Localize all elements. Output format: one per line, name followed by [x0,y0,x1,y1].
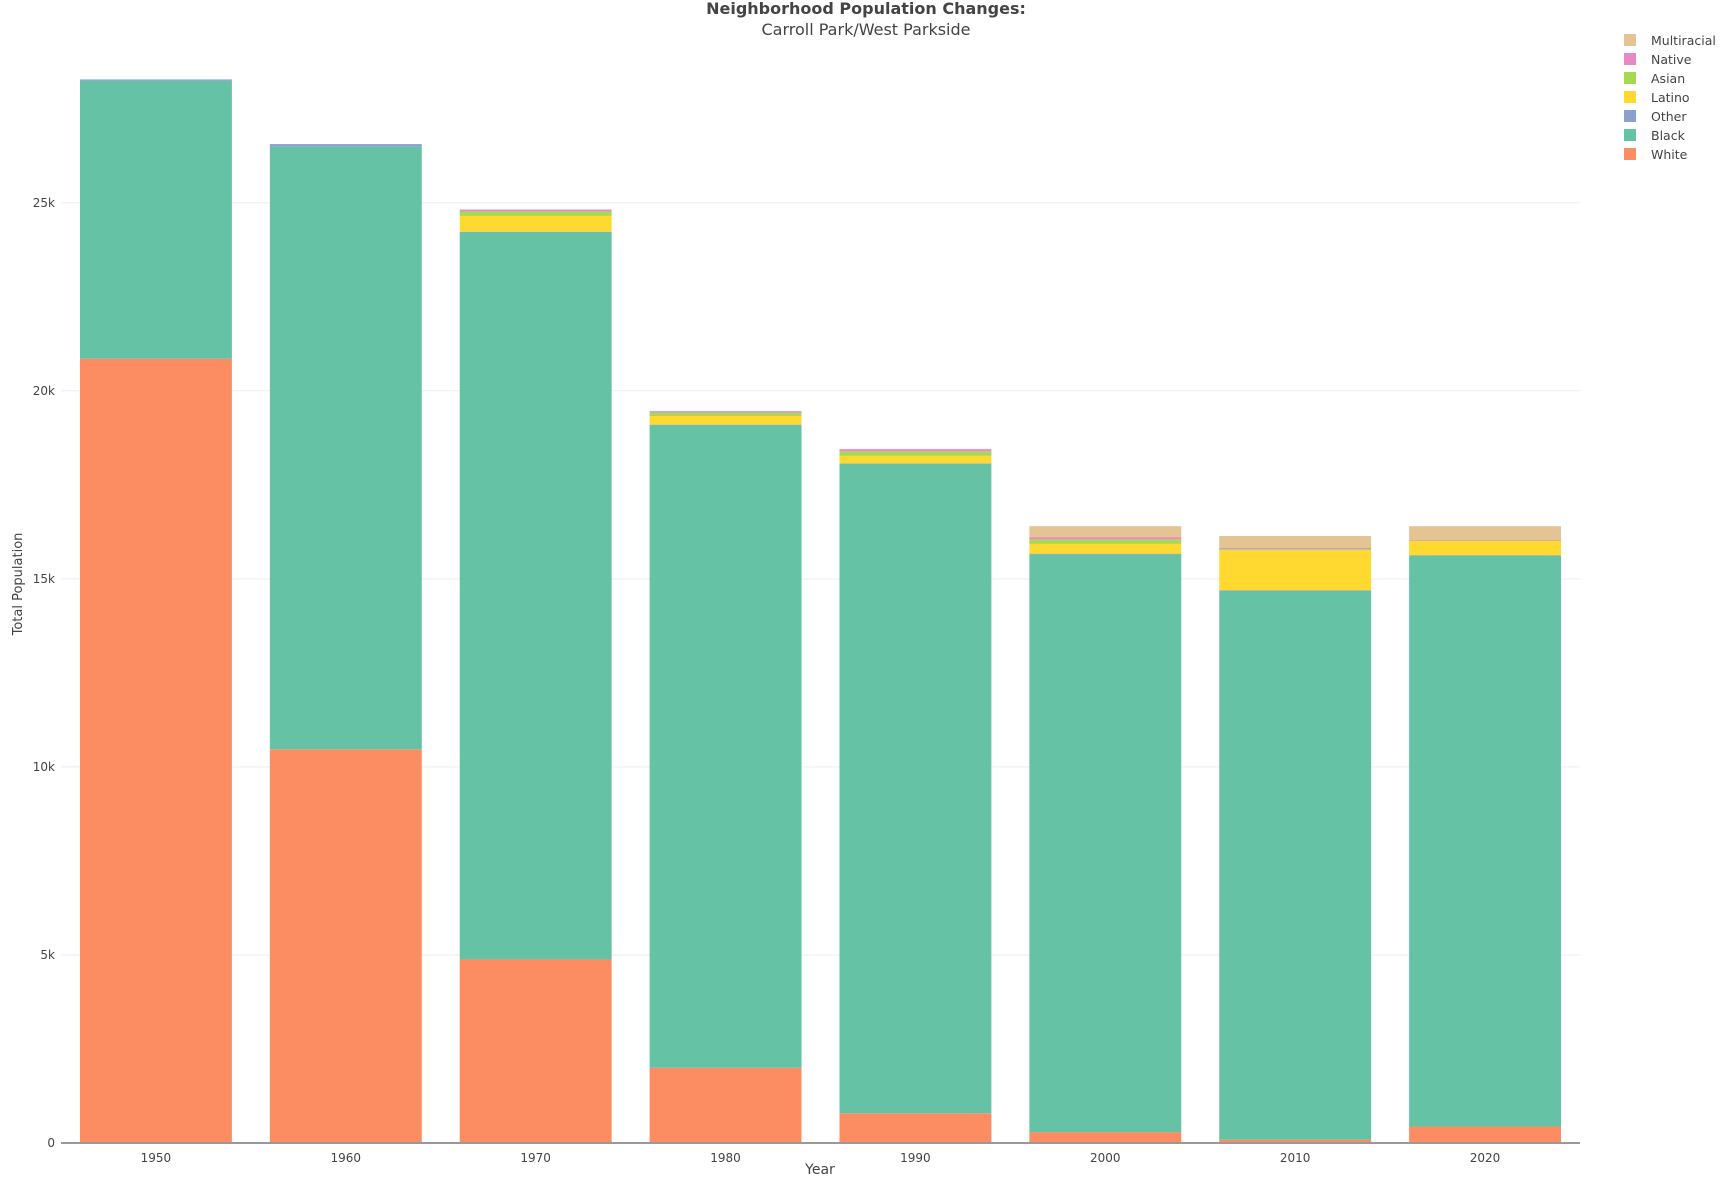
bar-other-1960[interactable] [269,144,422,147]
legend-label: White [1651,147,1688,162]
bar-white-2000[interactable] [1029,1132,1182,1143]
legend-swatch [1624,91,1636,103]
x-tick-label: 1960 [331,1151,362,1165]
legend-label: Native [1651,52,1692,67]
x-tick-label: 1990 [900,1151,931,1165]
bar-latino-2000[interactable] [1029,543,1182,554]
x-tick-label: 2010 [1280,1151,1311,1165]
bar-asian-2020[interactable] [1409,540,1562,541]
bar-latino-2010[interactable] [1219,550,1372,591]
bar-black-1960[interactable] [269,146,422,750]
legend-swatch [1624,148,1636,160]
bar-black-1980[interactable] [649,425,802,1068]
bar-other-1990[interactable] [839,463,992,464]
bar-white-1960[interactable] [269,749,422,1143]
legend-label: Asian [1651,71,1685,86]
bar-native-1970[interactable] [459,209,612,212]
bar-other-2000[interactable] [1029,553,1182,555]
bar-white-1950[interactable] [79,358,232,1143]
bar-latino-1990[interactable] [839,455,992,464]
x-tick-label: 1950 [141,1151,172,1165]
bar-white-1970[interactable] [459,959,612,1143]
bar-other-1980[interactable] [649,424,802,426]
bar-black-2020[interactable] [1409,555,1562,1127]
bar-native-2000[interactable] [1029,537,1182,540]
bar-latino-2020[interactable] [1409,540,1562,556]
y-axis-title: Total Population [11,533,26,637]
bar-latino-1980[interactable] [649,416,802,425]
x-tick-label: 2000 [1090,1151,1121,1165]
chart-subtitle: Carroll Park/West Parkside [761,20,970,39]
legend: Multiracial Native Asian Latino Other Black Wh… [1624,33,1716,162]
bar-other-1970[interactable] [459,231,612,233]
bar-white-1990[interactable] [839,1113,992,1143]
bar-black-2000[interactable] [1029,554,1182,1133]
x-tick-label: 1970 [520,1151,551,1165]
bar-other-1950[interactable] [79,79,232,81]
bar-asian-2010[interactable] [1219,549,1372,551]
bar-asian-2000[interactable] [1029,539,1182,544]
x-tick-label: 1980 [710,1151,741,1165]
bar-multiracial-2010[interactable] [1219,535,1372,549]
bar-latino-1970[interactable] [459,215,612,232]
bar-other-2020[interactable] [1409,555,1562,556]
bar-asian-1970[interactable] [459,211,612,216]
legend-item-multiracial[interactable]: Multiracial [1624,33,1716,48]
y-tick-label: 20k [33,384,55,398]
x-tick-label: 2020 [1470,1151,1501,1165]
legend-swatch [1624,53,1636,65]
y-tick-label: 15k [33,572,55,586]
legend-item-white[interactable]: White [1624,147,1688,162]
bar-asian-1990[interactable] [839,451,992,456]
legend-item-native[interactable]: Native [1624,52,1692,67]
bar-black-1990[interactable] [839,463,992,1114]
chart-title: Neighborhood Population Changes: [706,0,1026,18]
legend-label: Multiracial [1651,33,1716,48]
legend-item-black[interactable]: Black [1624,128,1686,143]
legend-label: Latino [1651,90,1690,105]
legend-swatch [1624,72,1636,84]
bar-black-1970[interactable] [459,232,612,960]
bar-white-2010[interactable] [1219,1139,1372,1143]
bar-native-1990[interactable] [839,449,992,452]
bar-black-2010[interactable] [1219,590,1372,1140]
bar-native-1980[interactable] [649,411,802,413]
legend-item-other[interactable]: Other [1624,109,1687,124]
bar-black-1950[interactable] [79,80,232,359]
x-axis-title: Year [804,1162,835,1178]
bar-multiracial-2020[interactable] [1409,526,1562,541]
bar-native-2020[interactable] [1409,540,1562,541]
bar-multiracial-2000[interactable] [1029,526,1182,538]
legend-swatch [1624,129,1636,141]
legend-label: Black [1651,128,1686,143]
y-tick-label: 0 [47,1136,55,1150]
legend-item-latino[interactable]: Latino [1624,90,1690,105]
legend-swatch [1624,110,1636,122]
bar-native-2010[interactable] [1219,548,1372,550]
bar-other-2010[interactable] [1219,590,1372,591]
y-tick-label: 10k [33,760,55,774]
legend-label: Other [1651,109,1687,124]
legend-swatch [1624,34,1636,46]
legend-item-asian[interactable]: Asian [1624,71,1685,86]
bar-white-2020[interactable] [1409,1126,1562,1143]
y-tick-label: 5k [40,948,55,962]
y-tick-label: 25k [33,196,55,210]
bar-asian-1980[interactable] [649,412,802,417]
bar-white-1980[interactable] [649,1067,802,1143]
